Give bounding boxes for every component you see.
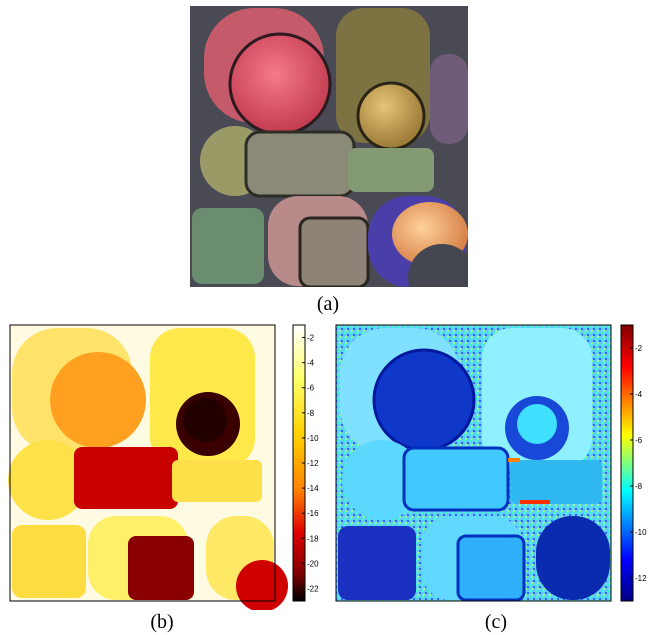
colorbar-tick-label: -4 [307, 359, 315, 368]
caption-c: (c) [484, 611, 508, 633]
colorbar-c [620, 324, 634, 602]
colorbar-tick-label: -12 [307, 459, 319, 468]
colorbar-tick-label: -4 [635, 390, 643, 399]
photo-image [190, 6, 476, 312]
caption-a: (a) [316, 293, 340, 315]
colorbar-tick-label: -10 [307, 434, 319, 443]
colorbar-tick-label: -12 [635, 574, 647, 583]
colorbar-tick-label: -10 [635, 528, 647, 537]
colorbar-tick-label: -20 [307, 559, 319, 568]
heatmap-b-svg: -2 -4 -6 -8 -10 -12 -14 -16 -18 -20 -22 [0, 324, 319, 610]
colorbar-tick-label: -6 [635, 436, 643, 445]
colorbar-tick-label: -8 [307, 409, 315, 418]
heatmap-c-svg: -2 -4 -6 -8 -10 -12 [335, 324, 647, 602]
colorbar-c-ticks: -2 -4 -6 -8 -10 -12 [630, 344, 647, 583]
colorbar-tick-label: -22 [307, 584, 319, 593]
caption-b: (b) [150, 611, 174, 633]
colorbar-tick-label: -18 [307, 534, 319, 543]
colorbar-tick-label: -2 [307, 334, 315, 343]
colorbar-tick-label: -8 [635, 482, 643, 491]
colorbar-tick-label: -16 [307, 509, 319, 518]
heatmap-b: -2 -4 -6 -8 -10 -12 -14 -16 -18 -20 -22 [0, 320, 326, 610]
heatmap-c: -2 -4 -6 -8 -10 -12 [332, 320, 652, 610]
colorbar-b-ticks: -2 -4 -6 -8 -10 -12 -14 -16 -18 -20 -22 [302, 334, 319, 593]
colorbar-tick-label: -6 [307, 384, 315, 393]
colorbar-tick-label: -14 [307, 484, 319, 493]
photo-panel [190, 6, 476, 312]
colorbar-tick-label: -2 [635, 344, 643, 353]
